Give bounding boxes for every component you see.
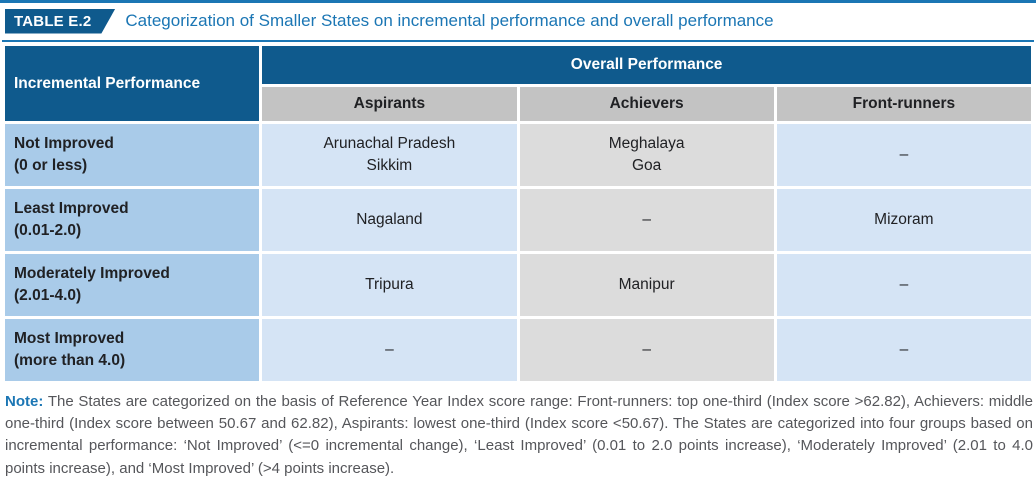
column-header-front-runners: Front-runners	[776, 87, 1031, 121]
cell-aspirants: Arunachal Pradesh Sikkim	[262, 124, 517, 186]
row-label-name: Moderately Improved	[14, 265, 170, 282]
state-name: Mizoram	[874, 211, 934, 228]
row-label-name: Least Improved	[14, 200, 129, 217]
table-title-row: TABLE E.2 Categorization of Smaller Stat…	[5, 8, 1034, 34]
table-subheader-row: Aspirants Achievers Front-runners	[5, 87, 1031, 121]
state-name: Sikkim	[366, 157, 413, 174]
top-divider	[0, 0, 1036, 3]
state-name: Meghalaya	[608, 135, 685, 152]
empty-dash: –	[385, 341, 394, 358]
table-number-badge: TABLE E.2	[5, 9, 115, 34]
table-note: Note: The States are categorized on the …	[5, 391, 1033, 480]
state-name: Nagaland	[356, 211, 423, 228]
title-underline	[2, 40, 1034, 42]
column-header-achievers: Achievers	[519, 87, 774, 121]
row-label: Moderately Improved (2.01-4.0)	[5, 254, 260, 316]
empty-dash: –	[899, 146, 909, 163]
row-label: Least Improved (0.01-2.0)	[5, 189, 260, 251]
row-label-range: (more than 4.0)	[14, 352, 126, 369]
table-row-not-improved: Not Improved (0 or less) Arunachal Prade…	[5, 124, 1031, 186]
row-axis-header: Incremental Performance	[5, 46, 260, 121]
cell-achievers: –	[519, 319, 774, 381]
empty-dash: –	[899, 341, 909, 358]
table-row-moderately-improved: Moderately Improved (2.01-4.0) Tripura M…	[5, 254, 1031, 316]
table-number-label: TABLE E.2	[14, 12, 92, 30]
state-name: Tripura	[365, 276, 414, 293]
empty-dash: –	[899, 276, 909, 293]
table-header-row-group: Incremental Performance Overall Performa…	[5, 46, 1031, 121]
note-label: Note:	[5, 393, 44, 410]
note-text: The States are categorized on the basis …	[5, 393, 1033, 477]
cell-achievers: Meghalaya Goa	[519, 124, 774, 186]
empty-dash: –	[642, 211, 651, 228]
column-group-header: Overall Performance	[262, 46, 1031, 84]
categorization-table: Incremental Performance Overall Performa…	[2, 43, 1034, 384]
row-label-name: Most Improved	[14, 330, 125, 347]
cell-aspirants: Tripura	[262, 254, 517, 316]
state-name: Manipur	[618, 276, 675, 293]
column-header-aspirants: Aspirants	[262, 87, 517, 121]
cell-front-runners: Mizoram	[776, 189, 1031, 251]
table-title: Categorization of Smaller States on incr…	[125, 11, 774, 30]
row-label-range: (2.01-4.0)	[14, 287, 82, 304]
cell-aspirants: Nagaland	[262, 189, 517, 251]
state-name: Arunachal Pradesh	[323, 135, 456, 152]
row-label-range: (0.01-2.0)	[14, 222, 82, 239]
empty-dash: –	[642, 341, 651, 358]
state-name: Goa	[631, 157, 662, 174]
table-row-most-improved: Most Improved (more than 4.0) – – –	[5, 319, 1031, 381]
row-label-name: Not Improved	[14, 135, 114, 152]
row-label: Most Improved (more than 4.0)	[5, 319, 260, 381]
cell-front-runners: –	[776, 319, 1031, 381]
table-row-least-improved: Least Improved (0.01-2.0) Nagaland – Miz…	[5, 189, 1031, 251]
row-label: Not Improved (0 or less)	[5, 124, 260, 186]
cell-front-runners: –	[776, 254, 1031, 316]
cell-achievers: Manipur	[519, 254, 774, 316]
cell-aspirants: –	[262, 319, 517, 381]
cell-achievers: –	[519, 189, 774, 251]
row-label-range: (0 or less)	[14, 157, 88, 174]
cell-front-runners: –	[776, 124, 1031, 186]
